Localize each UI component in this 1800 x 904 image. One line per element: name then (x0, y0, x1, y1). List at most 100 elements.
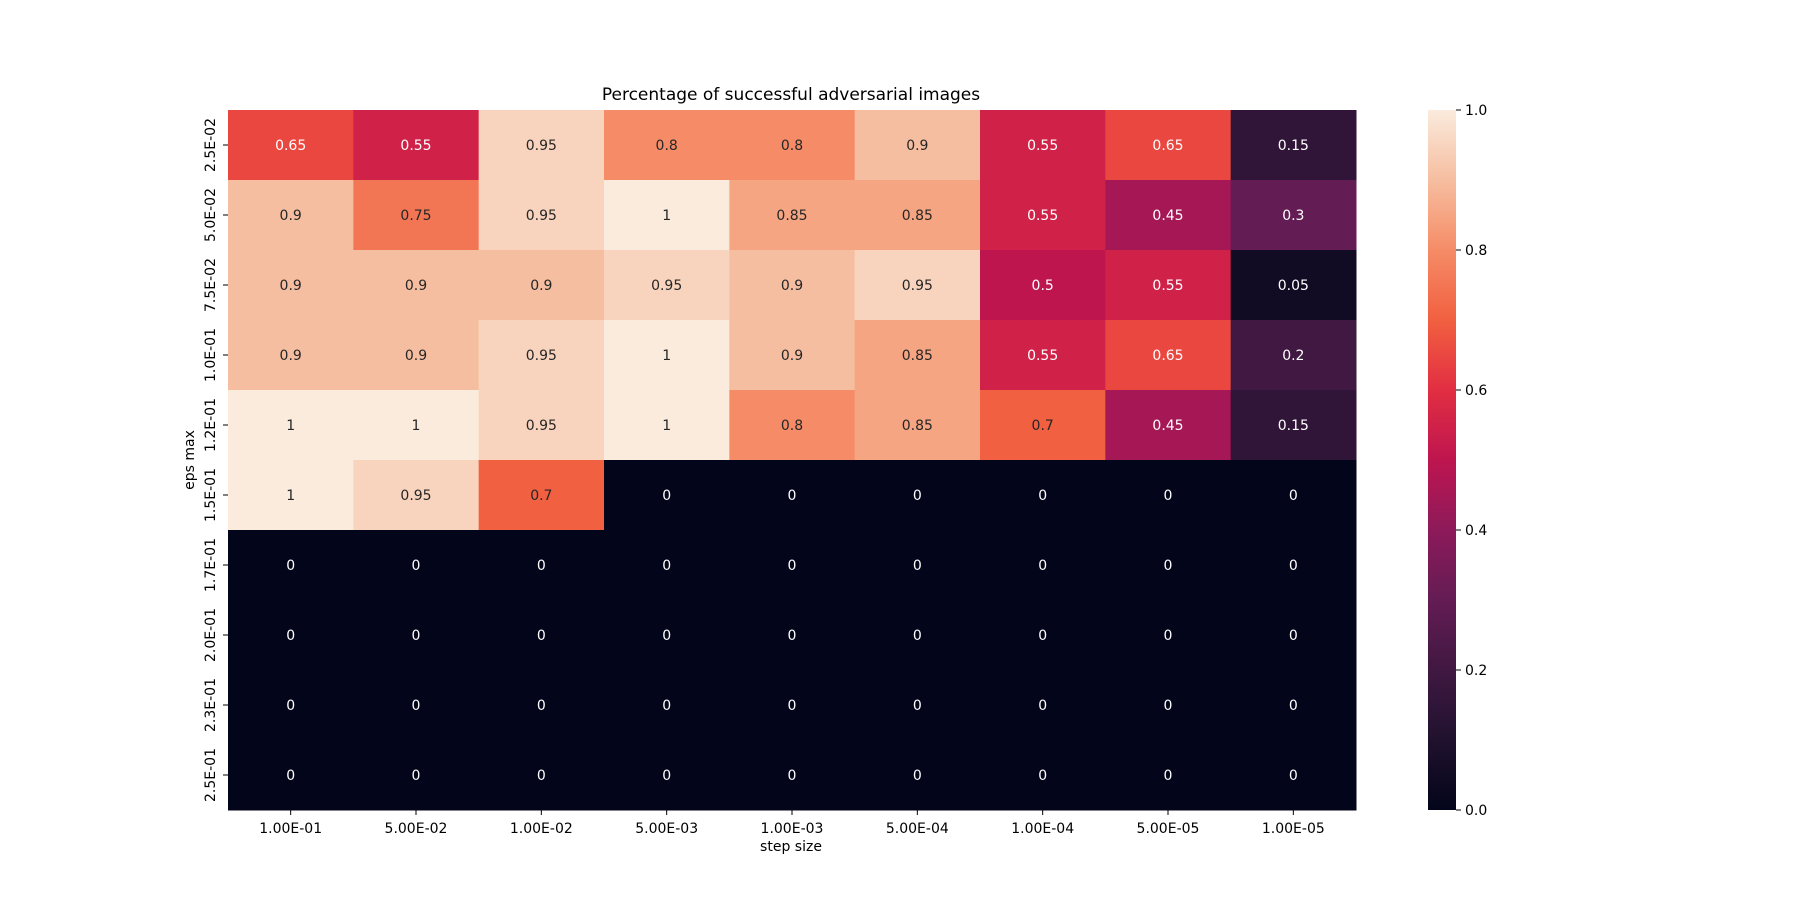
x-tick-label: 5.00E-03 (635, 821, 698, 837)
heatmap-cell (353, 180, 480, 251)
cell-value-label: 0.15 (1278, 418, 1309, 434)
heatmap-cell (228, 390, 354, 461)
cell-value-label: 0 (537, 558, 546, 574)
cell-value-label: 0.15 (1278, 138, 1309, 154)
heatmap-cell (228, 600, 354, 671)
heatmap-cell (228, 670, 354, 741)
colorbar-gradient (1428, 110, 1456, 810)
cell-value-label: 0.9 (405, 278, 427, 294)
cell-value-label: 0 (537, 768, 546, 784)
y-tick-label: 1.7E-01 (203, 538, 219, 592)
x-axis-label: step size (760, 839, 822, 855)
heatmap-cell (353, 600, 480, 671)
heatmap-cell (1105, 110, 1232, 181)
y-tick-label: 2.5E-01 (203, 748, 219, 802)
cell-value-label: 0 (788, 768, 797, 784)
heatmap-cell (980, 600, 1106, 671)
cell-value-label: 0.75 (400, 208, 431, 224)
heatmap-cell (478, 600, 605, 671)
cell-value-label: 0.8 (656, 138, 678, 154)
heatmap-cell (353, 250, 480, 321)
heatmap-cell (1105, 460, 1232, 531)
y-axis-label: eps max (182, 430, 198, 490)
heatmap-cells: 0.65 0.55 0.95 0.8 0.8 0.9 0.55 0.65 0.15 0.9 0.75… (228, 110, 1357, 811)
heatmap-cell (854, 180, 981, 251)
heatmap-cell (604, 740, 730, 811)
cell-value-label: 0 (788, 558, 797, 574)
cell-value-label: 0 (1038, 698, 1047, 714)
heatmap-cell (729, 390, 856, 461)
heatmap-cell (729, 320, 856, 391)
y-axis-ticks: 2.5E-02 5.0E-02 7.5E-02 1.0E-01 1.2E-01 1.5E-… (203, 118, 228, 802)
heatmap-cell (980, 530, 1106, 601)
cell-value-label: 0 (537, 628, 546, 644)
heatmap-cell (478, 250, 605, 321)
cell-value-label: 0.9 (906, 138, 928, 154)
cell-value-label: 1 (286, 418, 295, 434)
cell-value-label: 0.95 (526, 208, 557, 224)
cell-value-label: 0.95 (526, 138, 557, 154)
heatmap-cell (1230, 320, 1357, 391)
cell-value-label: 0 (1164, 768, 1173, 784)
cell-value-label: 0 (1289, 628, 1298, 644)
cell-value-label: 0.9 (530, 278, 552, 294)
heatmap-cell (1230, 670, 1357, 741)
heatmap-cell (353, 670, 480, 741)
cell-value-label: 0.3 (1282, 208, 1304, 224)
cell-value-label: 0 (913, 628, 922, 644)
heatmap-cell (729, 670, 856, 741)
heatmap-cell (1105, 600, 1232, 671)
heatmap-cell (228, 320, 354, 391)
cell-value-label: 0 (286, 558, 295, 574)
cell-value-label: 0.9 (280, 208, 302, 224)
heatmap-cell (478, 320, 605, 391)
cell-value-label: 0.95 (400, 488, 431, 504)
heatmap-cell (854, 600, 981, 671)
x-tick-label: 5.00E-04 (886, 821, 949, 837)
cell-value-label: 0 (788, 488, 797, 504)
cell-value-label: 0.9 (280, 278, 302, 294)
heatmap-cell (1230, 530, 1357, 601)
colorbar-tick-label: 0.4 (1465, 523, 1487, 539)
cell-value-label: 0.7 (530, 488, 552, 504)
cell-value-label: 0 (286, 768, 295, 784)
y-tick-label: 1.2E-01 (203, 398, 219, 452)
heatmap-cell (729, 250, 856, 321)
heatmap-cell (980, 740, 1106, 811)
cell-value-label: 0.9 (781, 348, 803, 364)
heatmap-cell (228, 250, 354, 321)
heatmap-cell (854, 460, 981, 531)
cell-value-label: 0.65 (275, 138, 306, 154)
heatmap-cell (729, 180, 856, 251)
cell-value-label: 0.55 (400, 138, 431, 154)
x-tick-label: 1.00E-01 (259, 821, 322, 837)
cell-value-label: 0.55 (1027, 348, 1058, 364)
heatmap-cell (478, 460, 605, 531)
cell-value-label: 0.55 (1027, 208, 1058, 224)
colorbar: 0.0 0.2 0.4 0.6 0.8 1.0 (1428, 103, 1487, 819)
cell-value-label: 0 (662, 488, 671, 504)
cell-value-label: 0 (537, 698, 546, 714)
colorbar-tick-label: 0.0 (1465, 803, 1487, 819)
cell-value-label: 0 (412, 628, 421, 644)
heatmap-cell (980, 320, 1106, 391)
cell-value-label: 0 (1164, 698, 1173, 714)
cell-value-label: 0.9 (781, 278, 803, 294)
heatmap-cell (854, 320, 981, 391)
y-tick-label: 2.5E-02 (203, 118, 219, 172)
chart-title: Percentage of successful adversarial ima… (602, 85, 980, 105)
heatmap-cell (604, 110, 730, 181)
cell-value-label: 0 (662, 558, 671, 574)
heatmap-cell (980, 110, 1106, 181)
cell-value-label: 0.7 (1032, 418, 1054, 434)
cell-value-label: 0.65 (1152, 138, 1183, 154)
heatmap-cell (1105, 670, 1232, 741)
x-tick-label: 1.00E-04 (1011, 821, 1074, 837)
cell-value-label: 0 (662, 628, 671, 644)
cell-value-label: 0 (1038, 558, 1047, 574)
y-tick-label: 1.5E-01 (203, 468, 219, 522)
heatmap-cell (478, 180, 605, 251)
cell-value-label: 0.95 (902, 278, 933, 294)
heatmap-cell (604, 320, 730, 391)
